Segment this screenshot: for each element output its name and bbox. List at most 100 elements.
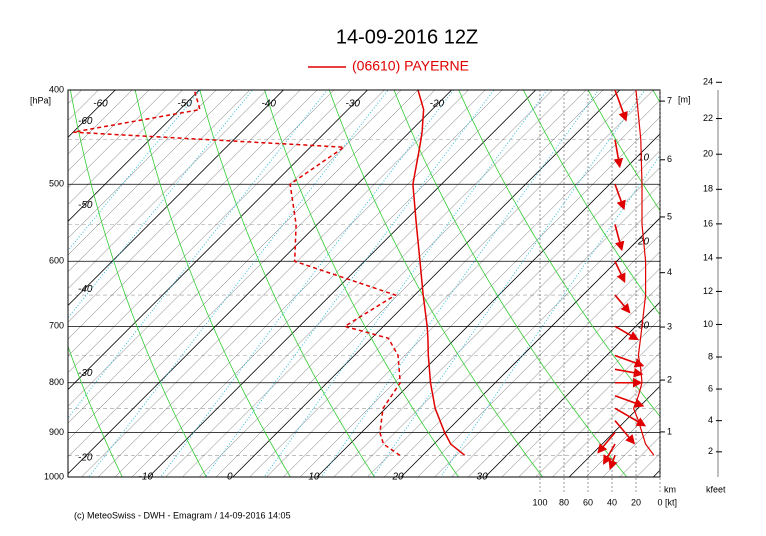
- height-tick-label: 4: [667, 267, 672, 277]
- isotherm-minor: [68, 90, 301, 323]
- isotherm: [68, 90, 452, 475]
- kfeet-tick-label: 12: [703, 286, 713, 296]
- isotherm: [68, 90, 368, 391]
- temperature-line: [412, 90, 466, 456]
- legend-label: (06610) PAYERNE: [352, 58, 469, 74]
- isotherm-minor: [165, 90, 553, 477]
- wind-arrow: [614, 367, 644, 378]
- isotherm-minor: [182, 90, 570, 477]
- isotherm-minor: [721, 90, 766, 477]
- kfeet-tick-label: 4: [708, 415, 713, 425]
- dry-adiabat: [393, 90, 628, 477]
- mixing-ratio-line: [440, 154, 660, 477]
- mixing-ratio-line: [68, 90, 254, 319]
- isotherm-minor: [468, 285, 660, 477]
- isotherm-minor: [636, 453, 660, 477]
- kfeet-tick-label: 2: [708, 446, 713, 456]
- isotherm-label: -40: [78, 284, 93, 295]
- isotherm-minor: [350, 167, 660, 477]
- isotherm-label: -50: [177, 99, 192, 110]
- height-tick-label: 6: [667, 154, 672, 164]
- isotherm-minor: [68, 90, 217, 239]
- height-tick-label: 1: [667, 426, 672, 436]
- isotherm-minor: [384, 200, 660, 477]
- isotherm-label: -20: [430, 99, 445, 110]
- isotherm-minor: [249, 90, 637, 477]
- chart-title: 14-09-2016 12Z: [336, 26, 478, 48]
- isotherm-minor: [417, 234, 660, 477]
- isotherm-label: -30: [78, 368, 93, 379]
- isotherm-label: -30: [346, 99, 361, 110]
- isotherm-minor: [68, 90, 318, 340]
- dry-adiabat: [458, 90, 660, 418]
- isotherm-minor: [68, 90, 250, 273]
- isotherm-label: 20: [391, 472, 404, 483]
- dry-adiabat: [69, 90, 207, 477]
- y-tick-label: 1000: [44, 471, 64, 481]
- speed-tick-label: 40: [607, 497, 617, 507]
- y-tick-label: 400: [49, 84, 64, 94]
- kfeet-tick-label: 22: [703, 113, 713, 123]
- footer: (c) MeteoSwiss - DWH - Emagram / 14-09-2…: [74, 510, 291, 520]
- isotherm-minor: [68, 90, 335, 357]
- dewpoint-line: [72, 90, 401, 456]
- dry-adiabat: [264, 90, 460, 477]
- isotherm-minor: [68, 90, 183, 205]
- isotherm-minor: [704, 90, 766, 477]
- isotherm-minor: [367, 184, 660, 477]
- wind-arrow: [608, 455, 618, 470]
- wind-arrow: [614, 325, 639, 341]
- isotherm-minor: [68, 90, 351, 373]
- kfeet-label: kfeet: [706, 484, 726, 494]
- speed-label: [kt]: [665, 497, 677, 507]
- speed-tick-label: 100: [532, 497, 547, 507]
- isotherm-minor: [0, 90, 14, 477]
- dry-adiabat: [0, 68, 47, 497]
- isotherm-label: 10: [308, 472, 320, 483]
- wind-arrow: [602, 443, 616, 465]
- mixing-ratio-line: [88, 90, 389, 477]
- isotherm-label: -60: [93, 99, 108, 110]
- isotherm-label: -60: [78, 116, 93, 127]
- kfeet-tick-label: 8: [708, 351, 713, 361]
- isotherm: [68, 90, 200, 222]
- isotherm-minor: [434, 251, 660, 477]
- isotherm-minor: [68, 90, 166, 188]
- y-tick-label: 600: [49, 256, 64, 266]
- wind-arrow: [614, 394, 645, 408]
- isotherm-minor: [98, 90, 486, 477]
- km-label: km: [664, 484, 676, 494]
- y-tick-label: 900: [49, 427, 64, 437]
- wind-arrow: [614, 420, 636, 445]
- isotherm-minor: [451, 268, 660, 477]
- isotherm-minor: [68, 90, 82, 104]
- isotherm-minor: [518, 335, 660, 477]
- wind-arrow: [614, 407, 647, 427]
- grid: [0, 68, 766, 497]
- height-tick-label: 3: [667, 321, 672, 331]
- kfeet-tick-label: 16: [703, 218, 713, 228]
- isotherm: [232, 90, 621, 477]
- height-tick-label: 5: [667, 211, 672, 221]
- isotherm-minor: [215, 90, 604, 477]
- kfeet-tick-label: 14: [703, 252, 713, 262]
- isotherm-minor: [283, 100, 660, 477]
- isotherm-label: -40: [261, 99, 276, 110]
- isotherm-minor: [68, 90, 402, 424]
- kfeet-tick-label: 18: [703, 184, 713, 194]
- wind-arrow: [614, 224, 625, 252]
- dry-adiabat: [652, 90, 660, 103]
- wind-arrow: [614, 294, 631, 314]
- isotherm-label: 30: [477, 472, 489, 483]
- dry-adiabat: [68, 345, 123, 477]
- isotherm-minor: [68, 90, 133, 155]
- isotherm-minor: [501, 318, 660, 477]
- kfeet-tick-label: 10: [703, 319, 713, 329]
- isotherm-minor: [68, 90, 435, 458]
- isotherm-minor: [68, 90, 419, 441]
- isotherm-minor: [68, 90, 267, 289]
- isotherm: [484, 301, 660, 477]
- mixing-ratio-line: [320, 90, 600, 477]
- kfeet-tick-label: 6: [708, 383, 713, 393]
